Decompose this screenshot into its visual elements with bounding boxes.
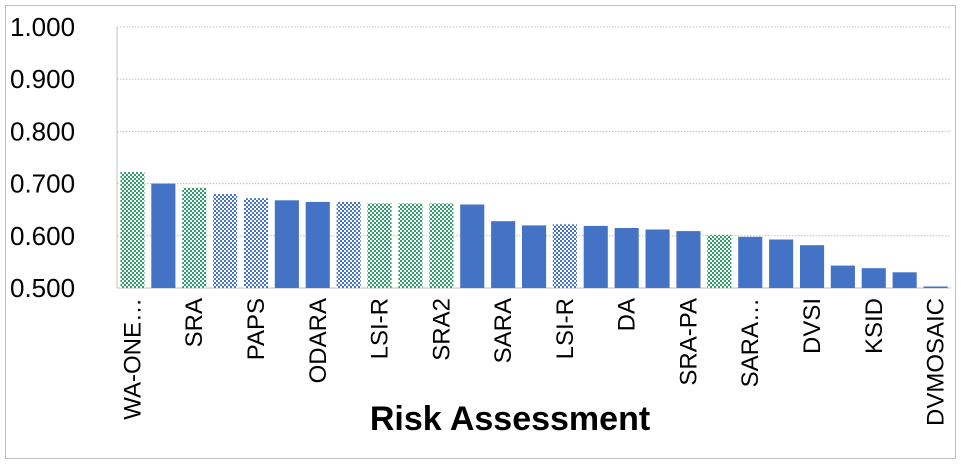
x-axis-label: Risk Assessment — [370, 400, 650, 438]
x-tick-label: SARA — [490, 298, 517, 363]
y-tick-label: 0.600 — [10, 221, 75, 251]
bar — [830, 265, 855, 288]
bar — [676, 231, 701, 288]
y-tick-labels: 1.000 0.900 0.800 0.700 0.600 0.500 — [10, 12, 75, 303]
bar — [398, 203, 423, 288]
y-tick-label: 0.900 — [10, 64, 75, 94]
bar — [182, 187, 207, 288]
bar — [213, 194, 238, 288]
x-tick-labels: WA-ONE… SRA PAPS ODARA LSI-R SRA2 SARA LSI-R DA S… — [119, 298, 949, 426]
x-tick-label: DVMOSAIC — [923, 298, 950, 426]
bar — [274, 200, 299, 288]
bars — [120, 172, 948, 288]
x-tick-label: PAPS — [243, 298, 270, 360]
bar — [645, 229, 670, 288]
bar — [460, 204, 485, 288]
x-tick-label: DA — [614, 298, 641, 331]
x-tick-label: WA-ONE… — [119, 298, 146, 420]
bar — [923, 286, 948, 288]
y-tick-label: 0.700 — [10, 169, 75, 199]
x-tick-label: SRA2 — [428, 298, 455, 361]
bar — [800, 245, 825, 288]
bar — [429, 203, 454, 288]
bar — [861, 268, 886, 288]
bar — [707, 234, 732, 288]
y-tick-label: 0.800 — [10, 116, 75, 146]
gridlines — [117, 26, 951, 237]
bar — [892, 272, 917, 288]
x-tick-label: DVSI — [799, 298, 826, 354]
x-tick-label: SARA… — [737, 298, 764, 387]
y-tick-label: 0.500 — [10, 273, 75, 303]
bar — [769, 239, 794, 288]
bar — [151, 183, 176, 288]
x-tick-label: LSI-R — [552, 298, 579, 359]
x-tick-label: SRA-PA — [675, 298, 702, 386]
bar — [336, 201, 361, 288]
bar — [583, 225, 608, 288]
bar — [244, 198, 269, 288]
bar — [367, 203, 392, 288]
bar — [522, 225, 547, 288]
x-tick-label: SRA — [181, 298, 208, 347]
bar — [738, 236, 763, 288]
bar — [120, 172, 145, 288]
bar — [614, 228, 639, 288]
y-tick-label: 1.000 — [10, 12, 75, 42]
bar — [305, 201, 330, 288]
chart-border — [5, 5, 956, 459]
x-tick-label: ODARA — [305, 298, 332, 383]
x-tick-label: KSID — [861, 298, 888, 354]
bar — [552, 224, 577, 288]
x-tick-label: LSI-R — [367, 298, 394, 359]
bar — [491, 221, 516, 288]
